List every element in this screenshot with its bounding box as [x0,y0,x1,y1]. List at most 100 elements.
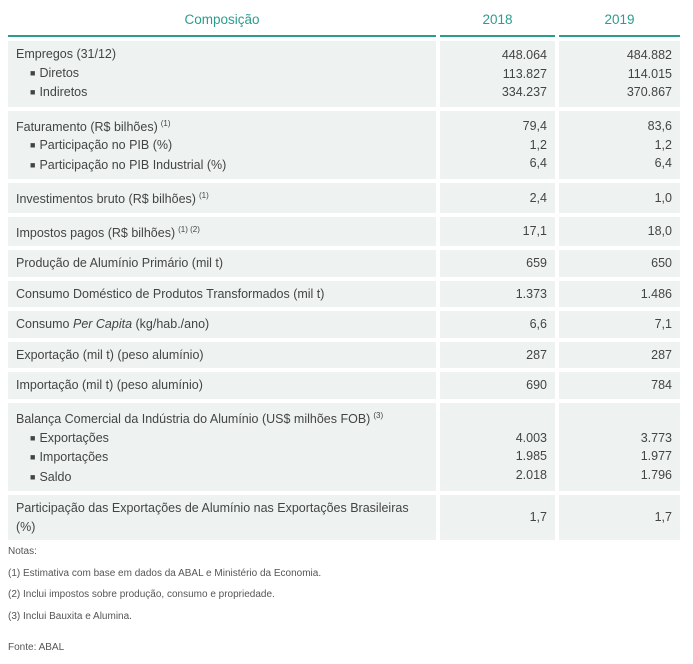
label-text: Empregos (31/12) [16,47,117,61]
row-label: Participação das Exportações de Alumínio… [16,499,428,536]
value: 690 [526,378,547,393]
table-row: Investimentos bruto (R$ bilhões) (1) 2,4 1,… [8,183,680,213]
value-cell: 448.064 113.827 334.237 [440,41,555,107]
value-cell: 690 [440,372,555,399]
label-text: Diretos [39,65,80,80]
value: 370.867 [626,85,672,99]
notes: Notas: (1) Estimativa com base em dados … [8,546,693,664]
value: 1,2 [529,137,547,152]
value-empty [448,410,547,429]
row-label: Exportação (mil t) (peso alumínio) [16,346,428,365]
label-cell: Importação (mil t) (peso alumínio) [8,372,436,399]
notes-title: Notas: [8,546,37,558]
value-cell: 2,4 [440,183,555,213]
row-label: Faturamento (R$ bilhões) (1) [16,115,428,137]
label-italic: Per Capita [72,317,133,332]
label-cell: Balança Comercial da Indústria do Alumín… [8,402,436,492]
value-cell: 650 [559,250,680,277]
value: 287 [526,347,547,362]
table-row: Exportação (mil t) (peso alumínio) 287 287 [8,341,680,369]
label-cell: Exportação (mil t) (peso alumínio) [8,341,436,369]
row-label: Investimentos bruto (R$ bilhões) (1) [16,187,428,209]
footnote-ref: (1) [160,118,171,128]
value-cell: 1,7 [440,495,555,541]
value: 659 [526,256,547,271]
label-cell: Consumo Doméstico de Produtos Transforma… [8,280,436,308]
label-text: Exportações [39,430,109,445]
note: (2) Inclui impostos sobre produção, cons… [8,589,275,601]
header-cell: 2018 [440,6,555,37]
value-cell: 4.003 1.985 2.018 [440,402,555,492]
value: 784 [651,378,672,393]
row-label: Empregos (31/12) [16,45,428,64]
value: 6,4 [529,156,547,171]
row-label: Importação (mil t) (peso alumínio) [16,376,428,395]
value: 650 [651,256,672,271]
table-row: Participação das Exportações de Alumínio… [8,495,680,541]
value: 287 [651,347,672,362]
value-empty [567,410,672,429]
label-text: (kg/hab./ano) [132,317,210,332]
label-text: Importação (mil t) (peso alumínio) [16,378,203,393]
footnote-ref: (3) [373,410,384,420]
value-cell: 784 [559,372,680,399]
value: 484.882 [626,48,672,62]
value: 1,7 [654,510,672,525]
label-text: Indiretos [39,85,88,99]
label-text: Consumo Doméstico de Produtos Transforma… [16,286,325,301]
row-label: Participação no PIB (%) [16,136,428,156]
label-cell: Consumo Per Capita (kg/hab./ano) [8,311,436,338]
label-cell: Participação das Exportações de Alumínio… [8,495,436,541]
row-label: Impostos pagos (R$ bilhões) (1) (2) [16,221,428,243]
value: 18,0 [647,224,672,239]
table-row: Importação (mil t) (peso alumínio) 690 784 [8,372,680,399]
value-cell: 484.882 114.015 370.867 [559,41,680,107]
value-cell: 1,0 [559,183,680,213]
row-label: Diretos [16,64,428,84]
value-cell: 287 [440,341,555,369]
row-label: Indiretos [16,83,428,103]
value: 1.977 [640,449,672,464]
table-body: Empregos (31/12) Diretos Indiretos 448.064 1… [8,41,680,541]
value: 2,4 [529,190,547,205]
value: 6,6 [529,317,547,332]
row-label: Consumo Doméstico de Produtos Transforma… [16,285,428,304]
label-text: Exportação (mil t) (peso alumínio) [16,347,204,362]
label-text: Participação no PIB (%) [39,138,173,153]
value-cell: 17,1 [440,216,555,247]
label-text: Balança Comercial da Indústria do Alumín… [16,412,371,427]
table-row: Empregos (31/12) Diretos Indiretos 448.064 1… [8,41,680,107]
value: 2.018 [515,467,547,482]
header-row: Composição 2018 2019 [8,6,680,37]
value-cell: 6,6 [440,311,555,338]
note: (1) Estimativa com base em dados da ABAL… [8,567,322,579]
label-text: Participação das Exportações de Alumínio… [16,501,409,534]
value: 1.373 [515,286,547,301]
value: 3.773 [640,430,672,445]
value-cell: 79,4 1,2 6,4 [440,110,555,180]
table-row: Consumo Per Capita (kg/hab./ano) 6,6 7,1 [8,311,680,338]
value: 1.796 [640,467,672,482]
label-text: Produção de Alumínio Primário (mil t) [16,256,224,271]
label-text: Investimentos bruto (R$ bilhões) [16,192,196,207]
label-text: Importações [39,450,109,465]
label-text: Participação no PIB Industrial (%) [39,157,227,172]
table-row: Impostos pagos (R$ bilhões) (1) (2) 17,1 18… [8,216,680,247]
value-cell: 1.373 [440,280,555,308]
label-cell: Empregos (31/12) Diretos Indiretos [8,41,436,107]
row-label: Importações [16,448,428,468]
table-row: Balança Comercial da Indústria do Alumín… [8,402,680,492]
label-text: Saldo [39,469,72,484]
value-cell: 287 [559,341,680,369]
value-cell: 659 [440,250,555,277]
label-cell: Impostos pagos (R$ bilhões) (1) (2) [8,216,436,247]
value: 1,0 [654,190,672,205]
value: 79,4 [522,119,547,134]
label-cell: Faturamento (R$ bilhões)(1)Participação … [8,110,436,180]
row-label: Produção de Alumínio Primário (mil t) [16,254,428,273]
value-cell: 83,6 1,2 6,4 [559,110,680,180]
label-text: Faturamento (R$ bilhões) [16,119,158,134]
row-label: Saldo [16,468,428,488]
header-cell: 2019 [559,6,680,37]
